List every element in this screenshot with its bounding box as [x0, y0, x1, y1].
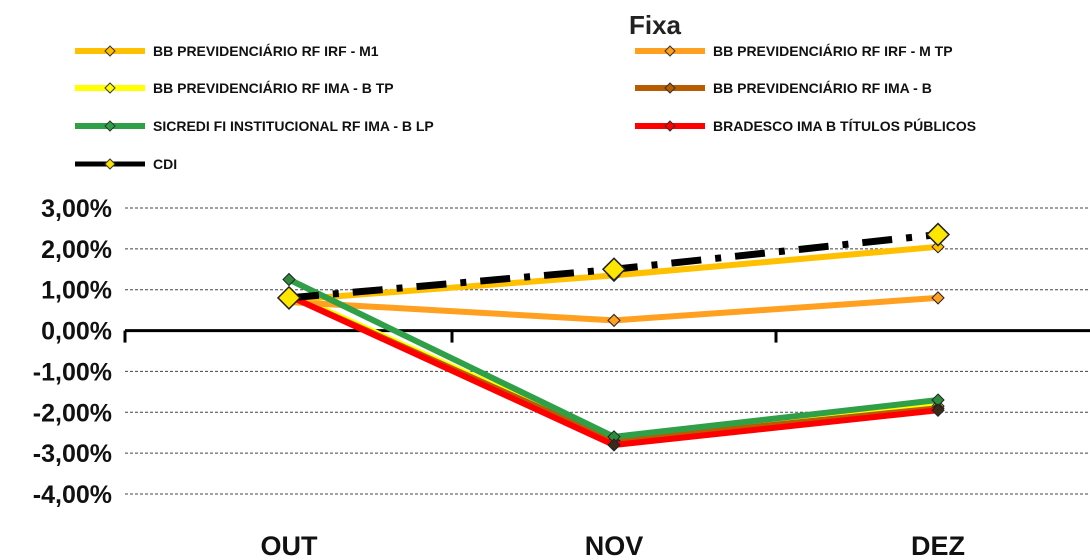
- legend-label: SICREDI FI INSTITUCIONAL RF IMA - B LP: [153, 118, 434, 134]
- y-axis: 3,00% 2,00% 1,00% 0,00% -1,00% -2,00% -3,00% -4…: [33, 195, 112, 509]
- legend-item: BB PREVIDENCIÁRIO RF IMA - B: [635, 80, 932, 96]
- x-axis: OUT NOV DEZ: [123, 329, 1090, 560]
- y-tick-label: -2,00%: [33, 399, 112, 427]
- legend-item: BB PREVIDENCIÁRIO RF IRF - M TP: [635, 43, 953, 59]
- legend-item: BB PREVIDENCIÁRIO RF IRF - M1: [75, 43, 379, 59]
- legend-label: CDI: [153, 156, 177, 172]
- legend: BB PREVIDENCIÁRIO RF IRF - M1 BB PREVIDEN…: [75, 43, 976, 172]
- legend-item: CDI: [75, 156, 177, 172]
- data-point: [931, 240, 945, 254]
- legend-item: BB PREVIDENCIÁRIO RF IMA - B TP: [75, 80, 394, 96]
- data-point: [276, 285, 302, 310]
- legend-label: BB PREVIDENCIÁRIO RF IRF - M1: [153, 43, 379, 59]
- y-tick-label: -3,00%: [33, 440, 112, 468]
- legend-label: BB PREVIDENCIÁRIO RF IRF - M TP: [713, 43, 953, 59]
- legend-swatch-marker: [664, 45, 676, 57]
- x-category-label: OUT: [261, 531, 319, 560]
- legend-swatch-marker: [664, 82, 676, 94]
- x-category-label: DEZ: [911, 531, 965, 560]
- legend-label: BB PREVIDENCIÁRIO RF IMA - B TP: [153, 80, 394, 96]
- data-point: [925, 222, 951, 247]
- legend-swatch-marker: [664, 120, 676, 132]
- legend-label: BRADESCO IMA B TÍTULOS PÚBLICOS: [713, 117, 976, 134]
- chart-title: Fixa: [629, 10, 682, 40]
- series-group: [276, 222, 951, 452]
- data-point: [601, 257, 627, 282]
- legend-swatch-marker: [104, 158, 116, 170]
- legend-swatch-marker: [104, 82, 116, 94]
- data-point: [282, 272, 296, 287]
- legend-swatch-marker: [104, 120, 116, 132]
- y-tick-label: 2,00%: [41, 236, 112, 264]
- y-tick-label: 3,00%: [41, 195, 112, 223]
- y-tick-label: 1,00%: [41, 277, 112, 305]
- y-tick-label: -1,00%: [33, 358, 112, 386]
- legend-item: SICREDI FI INSTITUCIONAL RF IMA - B LP: [75, 118, 434, 134]
- legend-item: BRADESCO IMA B TÍTULOS PÚBLICOS: [635, 117, 976, 134]
- data-point: [607, 313, 621, 328]
- legend-swatch-marker: [104, 45, 116, 57]
- gridlines: [125, 207, 1090, 495]
- data-point: [931, 403, 945, 417]
- y-tick-label: 0,00%: [41, 318, 112, 346]
- x-category-label: NOV: [585, 531, 644, 560]
- y-tick-label: -4,00%: [33, 481, 112, 509]
- data-point: [607, 438, 621, 452]
- data-point: [931, 291, 945, 305]
- legend-label: BB PREVIDENCIÁRIO RF IMA - B: [713, 80, 932, 96]
